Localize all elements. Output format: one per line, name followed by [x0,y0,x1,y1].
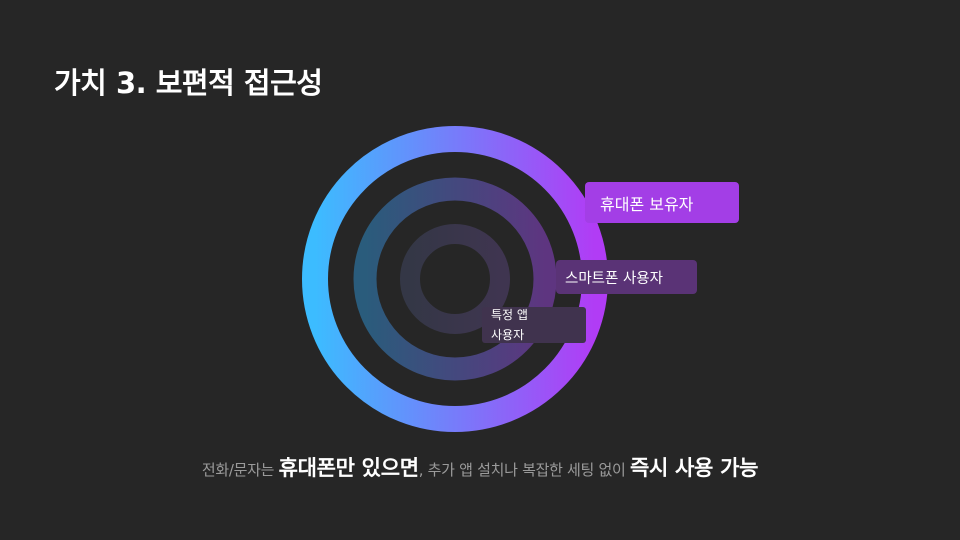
ring-inner [400,224,510,334]
caption-part1: 전화/문자는 [201,461,279,479]
ring-label-app-users-line1: 특정 앱 [491,308,528,322]
ring-label-smartphone-users: 스마트폰 사용자 [556,260,697,294]
ring-middle [353,177,557,381]
ring-label-app-users-line2: 사용자 [491,328,525,342]
page-title: 가치 3. 보편적 접근성 [54,66,323,100]
ring-label-app-users: 특정 앱 사용자 [482,307,586,343]
caption-part3: , 추가 앱 설치나 복잡한 세팅 없이 [418,461,630,479]
ring-label-phone-owners: 휴대폰 보유자 [585,182,739,223]
caption: 전화/문자는 휴대폰만 있으면, 추가 앱 설치나 복잡한 세팅 없이 즉시 사… [0,452,960,482]
caption-emphasis-1: 휴대폰만 있으면 [278,456,419,480]
caption-emphasis-2: 즉시 사용 가능 [629,456,759,480]
